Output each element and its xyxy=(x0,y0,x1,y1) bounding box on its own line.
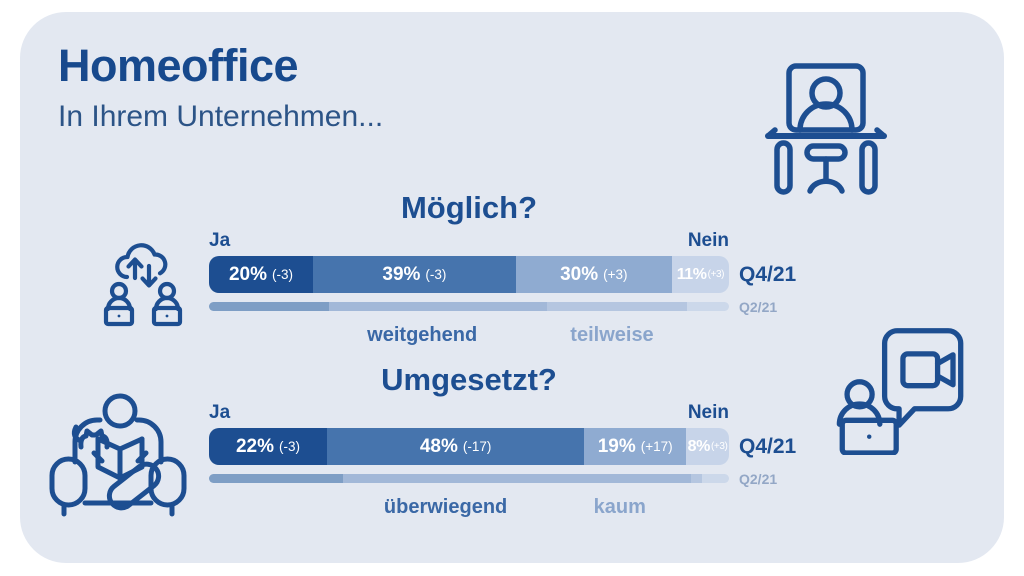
row-label-q2: Q2/21 xyxy=(739,298,778,315)
segment-delta: (+3) xyxy=(603,267,628,282)
bar-segment-q4-kaum: 19% (+17) xyxy=(584,428,687,465)
segment-delta: (+17) xyxy=(640,439,673,454)
bar-segment-q2-teilweise xyxy=(547,302,688,311)
bar-segment-q4-ja: 22% (-3) xyxy=(209,428,327,465)
stacked-bar-q4: 20% (-3) 39% (-3) 30% (+3) 11% (+3) xyxy=(209,256,729,293)
bar-row-q4: 20% (-3) 39% (-3) 30% (+3) 11% (+3) Q4/21 xyxy=(209,256,796,293)
row-label-q4: Q4/21 xyxy=(739,262,797,286)
segment-value: 11% xyxy=(676,265,707,283)
segment-delta: (-17) xyxy=(462,439,492,454)
bar-row-q2: Q2/21 xyxy=(209,299,777,315)
infographic-card: Homeoffice In Ihrem Unternehmen... xyxy=(20,12,1004,563)
chart-title: Umgesetzt? xyxy=(381,362,557,397)
bar-row-q4: 22% (-3) 48% (-17) 19% (+17) 8% (+3) Q4/21 xyxy=(209,428,796,465)
segment-value: 48% xyxy=(419,435,458,457)
segment-name-weitgehend: weitgehend xyxy=(367,324,478,346)
bar-segment-q4-nein: 11% (+3) xyxy=(671,256,729,293)
chart-umgesetzt: Umgesetzt? Ja Nein 22% (-3) 48% (-17) 19% (+1… xyxy=(209,362,796,520)
armchair-reading-icon xyxy=(44,390,192,535)
segment-value: 8% xyxy=(687,437,711,455)
segment-value: 22% xyxy=(235,435,274,457)
bar-segment-q2-ja xyxy=(209,302,329,311)
bar-segment-q2-überwiegend xyxy=(343,474,692,483)
bar-segment-q4-überwiegend: 48% (-17) xyxy=(326,428,585,465)
bar-segment-q2-nein xyxy=(702,474,729,483)
stacked-bar-q4: 22% (-3) 48% (-17) 19% (+17) 8% (+3) xyxy=(209,428,729,465)
segment-name-teilweise: teilweise xyxy=(570,324,654,346)
segment-delta: (-3) xyxy=(278,439,300,454)
bar-segment-q4-teilweise: 30% (+3) xyxy=(515,256,672,293)
video-call-icon xyxy=(832,325,970,455)
segment-name-labels: weitgehend teilweise xyxy=(209,324,729,348)
bar-segment-q4-ja: 20% (-3) xyxy=(209,256,313,293)
row-label-q4: Q4/21 xyxy=(739,434,797,458)
segment-value: 20% xyxy=(228,263,268,285)
segment-name-ueberwiegend: überwiegend xyxy=(383,496,508,518)
page-subtitle: In Ihrem Unternehmen... xyxy=(58,100,384,133)
page-title: Homeoffice xyxy=(58,40,299,91)
endpoint-labels: Ja Nein xyxy=(209,230,729,252)
label-nein: Nein xyxy=(687,402,729,423)
endpoint-labels: Ja Nein xyxy=(209,402,729,424)
segment-value: 39% xyxy=(382,263,421,285)
chart-title: Möglich? xyxy=(400,190,538,225)
bar-row-q2: Q2/21 xyxy=(209,471,777,487)
segment-name-kaum: kaum xyxy=(593,496,646,518)
segment-value: 19% xyxy=(597,435,636,457)
label-ja: Ja xyxy=(209,230,231,251)
stacked-bar-q2 xyxy=(209,302,729,311)
desk-workstation-icon xyxy=(765,60,887,198)
segment-delta: (+3) xyxy=(707,269,725,280)
row-label-q2: Q2/21 xyxy=(739,470,778,487)
bar-segment-q2-ja xyxy=(209,474,344,483)
segment-delta: (-3) xyxy=(272,267,294,282)
bar-segment-q4-nein: 8% (+3) xyxy=(686,428,729,465)
bar-segment-q2-kaum xyxy=(691,474,703,483)
bar-segment-q4-weitgehend: 39% (-3) xyxy=(313,256,516,293)
bar-segment-q2-nein xyxy=(687,302,729,311)
segment-delta: (+3) xyxy=(710,441,728,452)
segment-name-labels: überwiegend kaum xyxy=(209,496,729,520)
segment-delta: (-3) xyxy=(425,267,447,282)
label-nein: Nein xyxy=(687,230,729,251)
segment-value: 30% xyxy=(560,263,599,285)
cloud-sync-people-icon xyxy=(102,233,184,327)
stacked-bar-q2 xyxy=(209,474,729,483)
bar-segment-q2-weitgehend xyxy=(328,302,547,311)
label-ja: Ja xyxy=(209,402,231,423)
chart-moeglich: Möglich? Ja Nein 20% (-3) 39% (-3) 30% (+3) 11… xyxy=(209,190,796,348)
